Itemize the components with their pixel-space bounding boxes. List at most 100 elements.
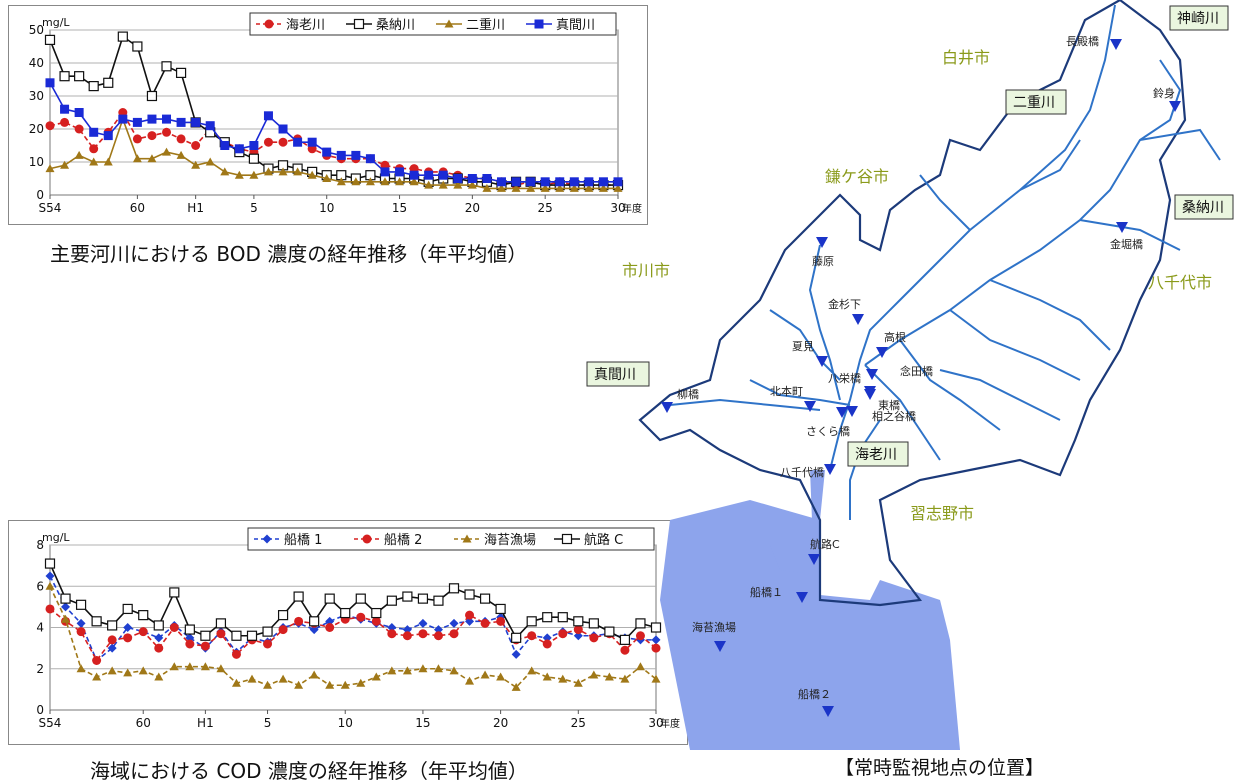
cod-ylabel: mg/L (42, 531, 70, 544)
cod-ytick-label: 4 (36, 621, 44, 635)
cod-data-point (169, 662, 179, 671)
bod-data-point (365, 177, 375, 186)
bod-data-point (89, 144, 99, 154)
city-label-shiroi: 白井市 (942, 48, 990, 67)
triangle-marker-icon (661, 402, 673, 413)
city-label-ichikawa: 市川市 (622, 261, 670, 280)
cod-chart: 0 2 4 6 8 mg/L S54 60 H1 5 10 15 20 25 30 年度 船橋 1 船橋 2 海苔漁… (8, 520, 688, 745)
monitoring-point-marker: 鈴身 (1153, 86, 1181, 112)
cod-data-point (215, 618, 227, 629)
monitoring-point-marker: 柳橋 (661, 387, 699, 413)
bod-data-point (263, 111, 273, 121)
bod-data-point (162, 114, 172, 124)
cod-data-point (604, 626, 615, 637)
cod-xtick-label: 20 (493, 716, 508, 730)
triangle-marker-icon (866, 369, 878, 380)
bod-data-point (146, 90, 158, 102)
bod-data-point (220, 141, 230, 150)
cod-data-point (154, 672, 164, 681)
river-network (669, 4, 1221, 520)
cod-series-line (49, 575, 656, 662)
bod-data-point (132, 154, 142, 163)
bod-xtick-label: S54 (39, 201, 62, 215)
bod-data-point (598, 183, 608, 192)
cod-data-point (293, 591, 304, 602)
bod-data-point (191, 117, 201, 127)
bod-data-point (44, 34, 56, 45)
bod-data-point (365, 154, 375, 164)
cod-data-point (123, 668, 133, 677)
cod-data-point (263, 680, 273, 689)
cod-data-point (231, 630, 242, 641)
svg-text:海老川: 海老川 (855, 447, 897, 463)
cod-data-point (92, 656, 102, 665)
bod-data-point (526, 177, 536, 187)
bod-data-point (395, 177, 405, 186)
bod-data-point (249, 170, 259, 179)
bod-legend-label: 真間川 (556, 18, 595, 33)
bod-data-point (45, 164, 55, 173)
river-tag-ebi: 海老川 (847, 441, 909, 467)
bod-data-point (380, 167, 390, 177)
cod-legend-label: 航路 C (584, 532, 623, 548)
cod-data-point (61, 614, 71, 623)
cod-legend-marker (561, 533, 573, 545)
bod-data-point (584, 177, 594, 187)
cod-data-point (60, 593, 71, 604)
cod-data-point (91, 616, 102, 627)
cod-legend-label: 船橋 2 (384, 533, 422, 548)
bod-data-point (293, 167, 303, 176)
cod-data-point (122, 603, 133, 615)
cod-data-point (542, 633, 552, 643)
bod-data-point (176, 117, 186, 127)
monitoring-point-label: 長殿橋 (1066, 34, 1099, 48)
cod-data-point (45, 581, 55, 590)
tokyo-bay-sea (660, 500, 960, 750)
cod-data-point (107, 666, 117, 675)
bod-data-point (205, 121, 215, 131)
city-boundary (638, 0, 1187, 607)
bod-data-point (322, 174, 332, 182)
bod-data-point (351, 177, 361, 186)
cod-data-point (200, 641, 210, 651)
cod-data-point (325, 623, 335, 632)
cod-data-point (246, 630, 258, 641)
cod-data-point (651, 643, 661, 653)
triangle-marker-icon (846, 406, 858, 417)
bod-series-2 (45, 114, 623, 192)
cod-legend-marker (462, 534, 472, 543)
bod-data-point (569, 183, 579, 192)
cod-data-point (371, 672, 381, 681)
bod-legend-label: 二重川 (466, 17, 505, 33)
cod-data-point (418, 629, 428, 639)
cod-data-point (479, 593, 491, 604)
map-caption: 【常時監視地点の位置】 (835, 757, 1045, 779)
cod-data-point (231, 649, 241, 659)
bod-xtick-label: 15 (392, 201, 407, 215)
cod-data-point (216, 629, 226, 639)
bod-data-point (59, 71, 70, 82)
bod-data-point (89, 127, 99, 137)
monitoring-point-label: 金堀橋 (1110, 237, 1143, 251)
bod-data-point (263, 167, 273, 176)
cod-data-point (169, 587, 180, 598)
bod-legend-marker (534, 19, 544, 29)
bod-data-point (234, 144, 244, 154)
bod-data-point (569, 177, 579, 187)
monitoring-point-label: 藤原 (812, 255, 834, 268)
cod-data-point (76, 627, 86, 637)
bod-data-point (424, 180, 434, 189)
bod-data-point (511, 177, 521, 187)
cod-data-point (402, 625, 412, 635)
bod-data-point (103, 131, 113, 141)
bod-data-point (438, 180, 448, 189)
bod-data-point (74, 150, 84, 159)
svg-text:神崎川: 神崎川 (1177, 11, 1219, 27)
cod-data-point (107, 643, 117, 653)
cod-legend-marker (362, 534, 372, 544)
cod-data-point (278, 625, 288, 635)
cod-series-line (49, 585, 657, 689)
river-tag-kanno: 桑納川 (1174, 194, 1234, 220)
monitoring-point-marker: 夏見 (792, 340, 828, 367)
